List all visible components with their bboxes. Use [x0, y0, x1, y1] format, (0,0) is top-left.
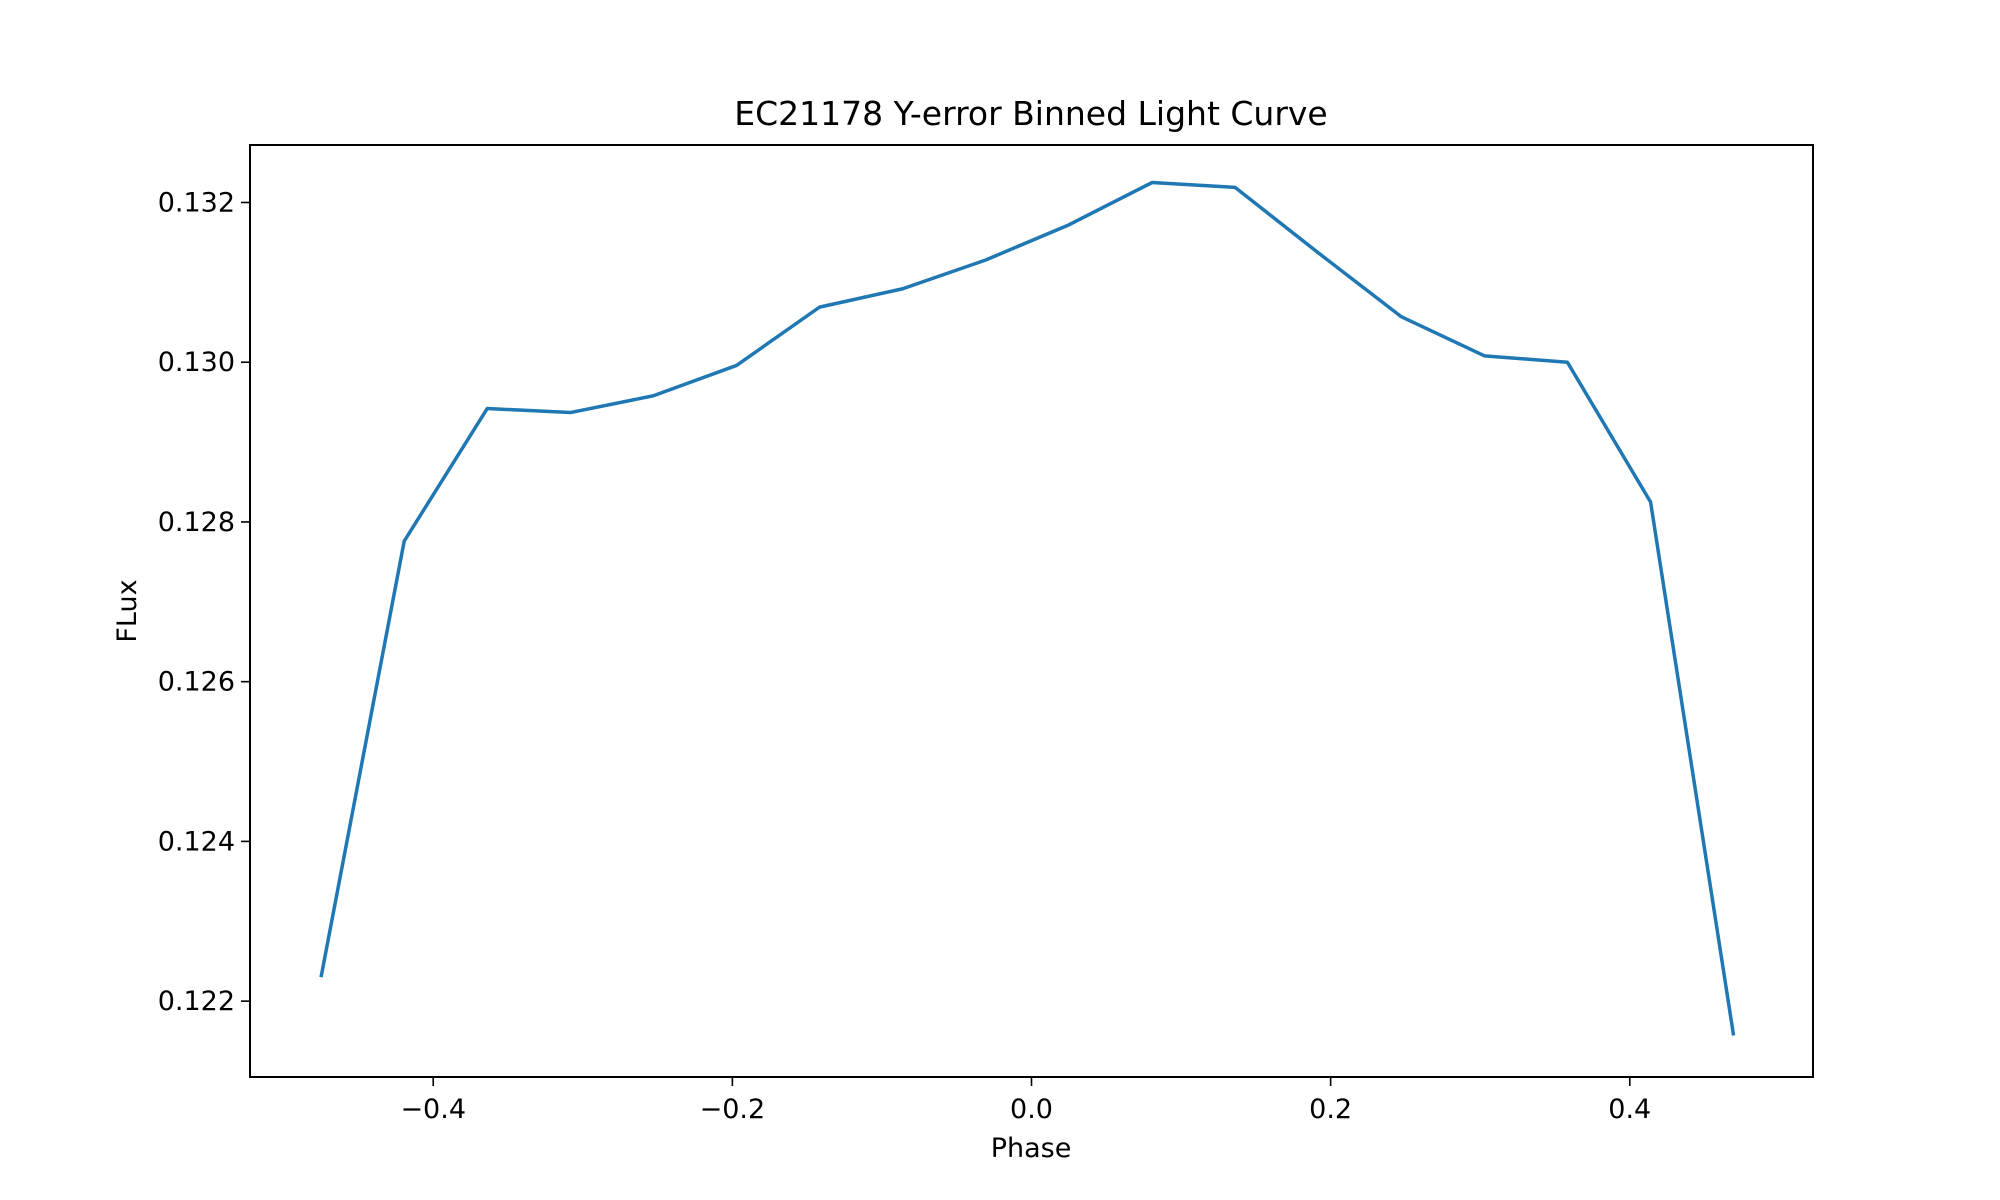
chart-title: EC21178 Y-error Binned Light Curve	[734, 94, 1327, 133]
x-tick-label: 0.0	[1010, 1094, 1053, 1125]
x-axis: −0.4 −0.2 0.0 0.2 0.4	[400, 1077, 1651, 1125]
y-tick-label: 0.122	[158, 986, 235, 1017]
x-tick-label: 0.4	[1608, 1094, 1651, 1125]
x-tick-label: −0.2	[700, 1094, 766, 1125]
y-tick-label: 0.132	[158, 188, 235, 219]
y-tick-label: 0.130	[158, 347, 235, 378]
x-tick-label: 0.2	[1309, 1094, 1352, 1125]
x-axis-label: Phase	[991, 1133, 1072, 1164]
plot-frame	[249, 144, 1814, 1078]
x-tick-label: −0.4	[400, 1094, 466, 1125]
series-layer	[319, 180, 1736, 1036]
y-tick-label: 0.128	[158, 507, 235, 538]
series-line	[319, 180, 1736, 1036]
y-tick-label: 0.126	[158, 667, 235, 698]
y-axis-label: FLux	[112, 579, 143, 642]
y-tick-label: 0.124	[158, 826, 235, 857]
y-axis: 0.122 0.124 0.126 0.128 0.130 0.132	[158, 188, 250, 1017]
